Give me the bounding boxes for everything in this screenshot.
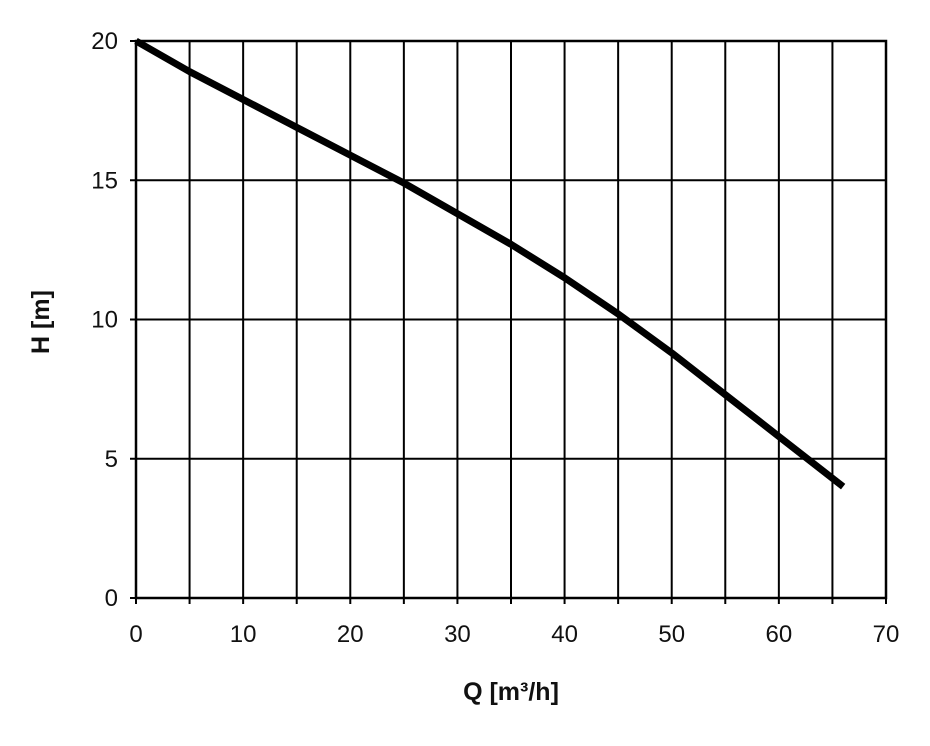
y-tick-label: 15 (91, 167, 118, 194)
x-tick-label: 10 (230, 621, 257, 648)
x-tick-label: 70 (873, 621, 900, 648)
x-tick-labels: 0 10 20 30 40 50 60 70 (129, 621, 899, 648)
data-series (134, 37, 846, 490)
y-tick-labels: 0 5 10 15 20 (91, 28, 118, 612)
x-tick-label: 30 (444, 621, 471, 648)
x-axis-label: Q [m³/h] (463, 678, 559, 706)
y-tick-label: 5 (105, 446, 118, 473)
x-tick-label: 40 (551, 621, 578, 648)
y-tick-label: 20 (91, 28, 118, 55)
plot-border (134, 39, 888, 600)
x-tick-label: 60 (766, 621, 793, 648)
x-tick-label: 0 (129, 621, 142, 648)
grid-lines (130, 39, 888, 604)
pump-curve-line (134, 37, 846, 490)
x-tick-label: 20 (337, 621, 364, 648)
y-tick-label: 0 (105, 585, 118, 612)
y-axis-label: H [m] (27, 290, 55, 354)
x-tick-label: 50 (658, 621, 685, 648)
y-tick-label: 10 (91, 307, 118, 334)
